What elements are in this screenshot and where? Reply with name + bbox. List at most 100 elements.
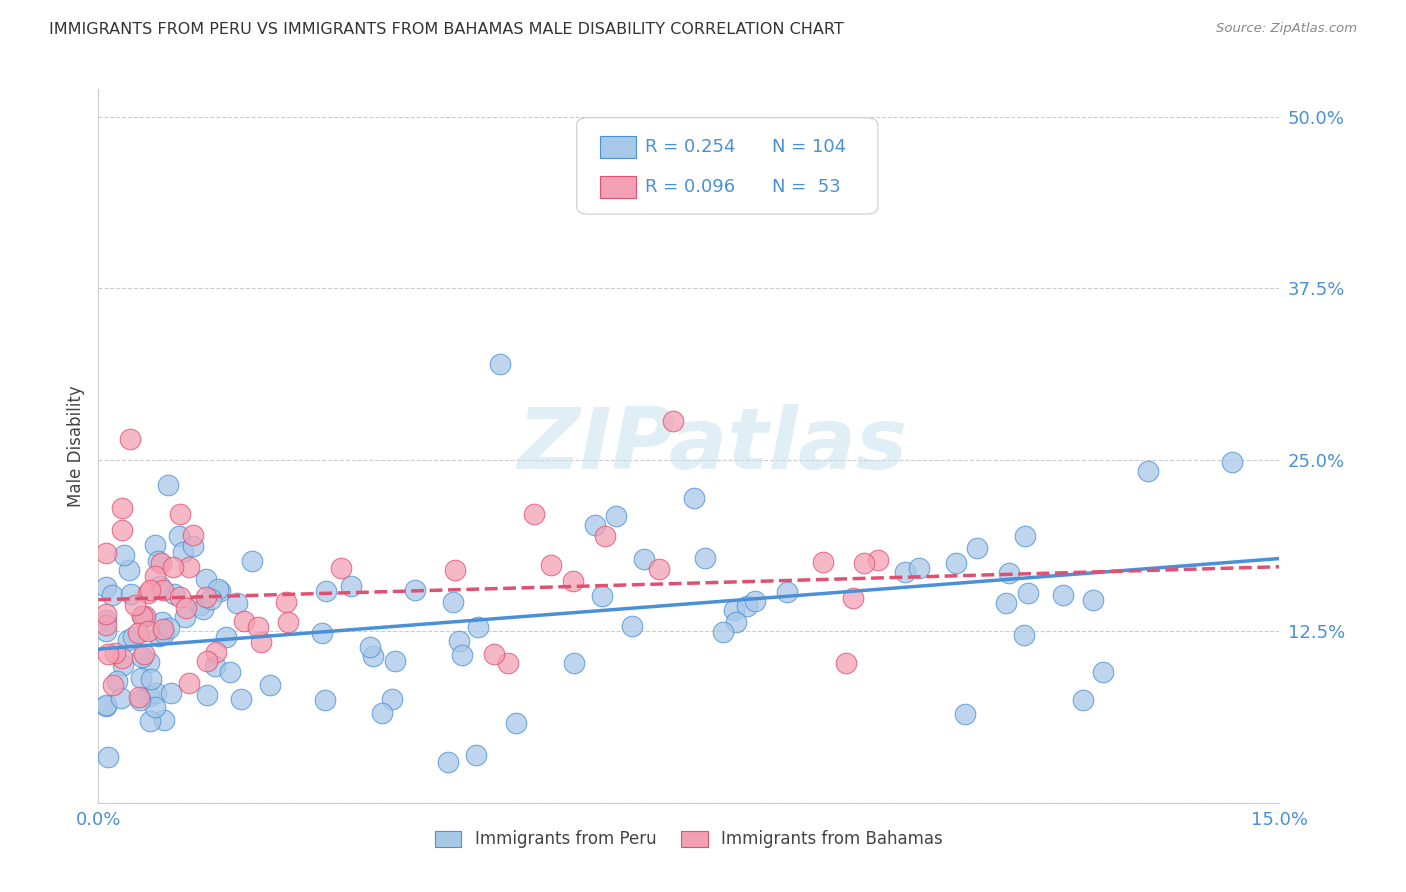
Immigrants from Peru (359, 640, 381, 655)
Immigrants from Peru (894, 565, 917, 579)
Text: N =  53: N = 53 (772, 178, 841, 196)
Immigrants from Bahamas (124, 598, 146, 612)
Y-axis label: Male Disability: Male Disability (67, 385, 86, 507)
Immigrants from Peru (131, 609, 153, 624)
Immigrants from Peru (370, 706, 392, 720)
Immigrants from Bahamas (111, 523, 134, 537)
Immigrants from Peru (311, 625, 333, 640)
Immigrants from Peru (945, 556, 967, 570)
Immigrants from Bahamas (540, 558, 562, 573)
Immigrants from Bahamas (152, 582, 174, 597)
Immigrants from Peru (218, 665, 240, 680)
Immigrants from Bahamas (134, 647, 156, 661)
Immigrants from Peru (583, 518, 606, 533)
Text: R = 0.254: R = 0.254 (645, 138, 735, 156)
Immigrants from Peru (953, 706, 976, 721)
Immigrants from Peru (150, 615, 173, 629)
Immigrants from Bahamas (104, 646, 127, 660)
Immigrants from Bahamas (96, 546, 118, 560)
Immigrants from Peru (174, 610, 197, 624)
Immigrants from Peru (96, 624, 118, 639)
Immigrants from Peru (1014, 628, 1036, 642)
Immigrants from Bahamas (330, 561, 353, 575)
Immigrants from Peru (997, 566, 1019, 580)
Immigrants from Peru (240, 554, 263, 568)
Immigrants from Peru (711, 625, 734, 640)
Immigrants from Peru (131, 649, 153, 664)
Immigrants from Peru (908, 561, 931, 575)
Immigrants from Peru (110, 691, 132, 706)
Immigrants from Peru (149, 579, 172, 593)
Immigrants from Bahamas (195, 654, 218, 668)
Immigrants from Bahamas (169, 590, 191, 604)
Immigrants from Peru (200, 592, 222, 607)
Immigrants from Peru (693, 551, 716, 566)
Immigrants from Bahamas (138, 582, 160, 597)
Immigrants from Peru (451, 648, 474, 663)
Immigrants from Peru (148, 629, 170, 643)
Text: IMMIGRANTS FROM PERU VS IMMIGRANTS FROM BAHAMAS MALE DISABILITY CORRELATION CHAR: IMMIGRANTS FROM PERU VS IMMIGRANTS FROM … (49, 22, 844, 37)
Immigrants from Bahamas (96, 607, 118, 621)
Immigrants from Peru (131, 671, 153, 685)
Immigrants from Peru (966, 541, 988, 555)
FancyBboxPatch shape (600, 177, 636, 198)
Immigrants from Peru (505, 716, 527, 731)
Immigrants from Peru (145, 700, 167, 714)
Immigrants from Peru (437, 755, 460, 769)
Immigrants from Peru (96, 698, 118, 713)
Immigrants from Bahamas (152, 622, 174, 636)
Immigrants from Peru (465, 747, 488, 762)
Immigrants from Peru (683, 491, 706, 506)
Immigrants from Bahamas (249, 635, 271, 649)
Text: R = 0.096: R = 0.096 (645, 178, 735, 196)
Immigrants from Bahamas (136, 624, 159, 639)
Immigrants from Peru (441, 595, 464, 609)
Immigrants from Peru (172, 545, 194, 559)
Immigrants from Bahamas (101, 677, 124, 691)
Immigrants from Peru (735, 599, 758, 613)
FancyBboxPatch shape (600, 136, 636, 158)
Immigrants from Bahamas (174, 600, 197, 615)
Immigrants from Peru (1220, 455, 1243, 469)
Immigrants from Peru (96, 613, 118, 627)
Text: ZIPatlas: ZIPatlas (517, 404, 908, 488)
Immigrants from Peru (132, 609, 155, 624)
Immigrants from Bahamas (852, 557, 875, 571)
FancyBboxPatch shape (576, 118, 877, 214)
Immigrants from Peru (231, 691, 253, 706)
Immigrants from Peru (361, 648, 384, 663)
Immigrants from Peru (633, 552, 655, 566)
Immigrants from Bahamas (177, 675, 200, 690)
Immigrants from Bahamas (274, 595, 297, 609)
Immigrants from Bahamas (842, 591, 865, 606)
Immigrants from Peru (384, 654, 406, 668)
Immigrants from Peru (138, 689, 160, 703)
Immigrants from Peru (724, 615, 747, 629)
Immigrants from Peru (1136, 464, 1159, 478)
Immigrants from Peru (225, 596, 247, 610)
Immigrants from Peru (191, 602, 214, 616)
Immigrants from Peru (128, 692, 150, 706)
Immigrants from Peru (138, 655, 160, 669)
Immigrants from Peru (208, 583, 231, 598)
Immigrants from Peru (381, 692, 404, 706)
Immigrants from Peru (467, 620, 489, 634)
Immigrants from Peru (183, 540, 205, 554)
Immigrants from Bahamas (127, 625, 149, 640)
Immigrants from Peru (97, 750, 120, 764)
Immigrants from Peru (194, 572, 217, 586)
Immigrants from Peru (259, 678, 281, 692)
Immigrants from Bahamas (443, 563, 465, 577)
Immigrants from Peru (139, 672, 162, 686)
Immigrants from Peru (562, 657, 585, 671)
Immigrants from Bahamas (110, 651, 132, 665)
Immigrants from Peru (139, 714, 162, 729)
Immigrants from Peru (96, 699, 118, 714)
Immigrants from Bahamas (662, 414, 685, 428)
Immigrants from Peru (591, 589, 613, 603)
Immigrants from Peru (741, 171, 763, 186)
Immigrants from Bahamas (233, 614, 256, 628)
Immigrants from Peru (118, 562, 141, 576)
Immigrants from Peru (215, 630, 238, 644)
Immigrants from Peru (1092, 665, 1115, 680)
